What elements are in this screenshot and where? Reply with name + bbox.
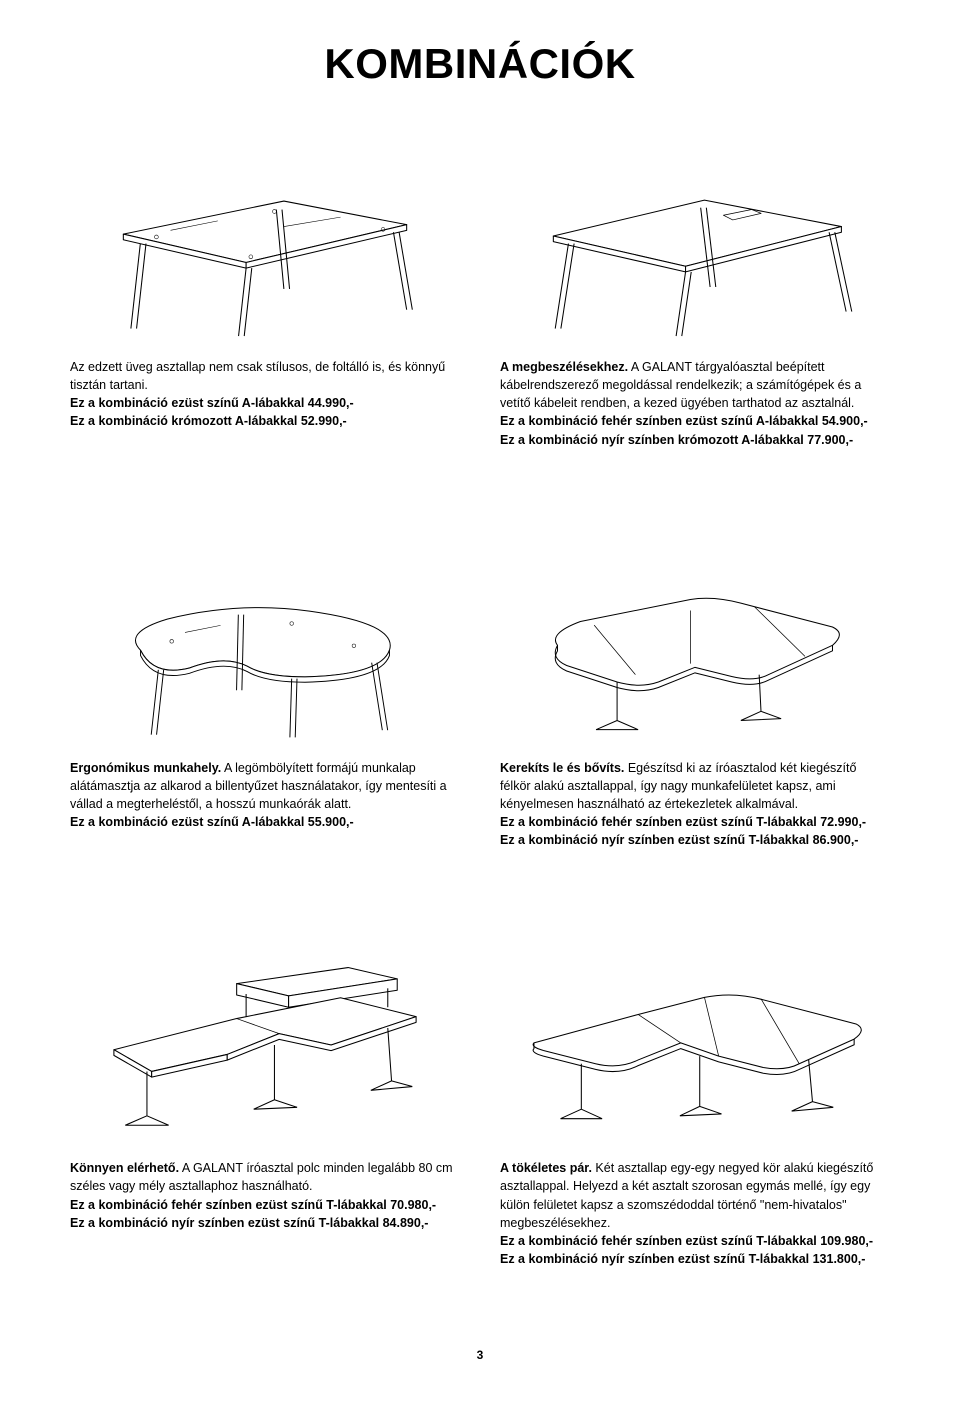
item-1: Az edzett üveg asztallap nem csak stílus… bbox=[70, 128, 460, 449]
item-3: Ergonómikus munkahely. A legömbölyített … bbox=[70, 529, 460, 850]
item-1-price2: Ez a kombináció krómozott A-lábakkal 52.… bbox=[70, 412, 460, 430]
item-4-price2: Ez a kombináció nyír színben ezüst színű… bbox=[500, 831, 890, 849]
item-4: Kerekíts le és bővíts. Egészítsd ki az í… bbox=[500, 529, 890, 850]
item-2-desc: A megbeszélésekhez. A GALANT tárgyalóasz… bbox=[500, 358, 890, 449]
row-1: Az edzett üveg asztallap nem csak stílus… bbox=[70, 128, 890, 449]
item-2-price1: Ez a kombináció fehér színben ezüst szín… bbox=[500, 412, 890, 430]
item-4-price1: Ez a kombináció fehér színben ezüst szín… bbox=[500, 813, 890, 831]
row-2: Ergonómikus munkahely. A legömbölyített … bbox=[70, 529, 890, 850]
desk-kidney-icon bbox=[70, 529, 460, 739]
item-5-desc: Könnyen elérhető. A GALANT íróasztal pol… bbox=[70, 1159, 460, 1232]
item-5-lead: Könnyen elérhető. bbox=[70, 1161, 179, 1175]
item-3-lead: Ergonómikus munkahely. bbox=[70, 761, 221, 775]
item-2-price2: Ez a kombináció nyír színben krómozott A… bbox=[500, 431, 890, 449]
item-6-price1: Ez a kombináció fehér színben ezüst szín… bbox=[500, 1232, 890, 1250]
page-title: KOMBINÁCIÓK bbox=[70, 40, 890, 88]
item-6: A tökéletes pár. Két asztallap egy-egy n… bbox=[500, 929, 890, 1268]
item-1-price1: Ez a kombináció ezüst színű A-lábakkal 4… bbox=[70, 394, 460, 412]
item-6-desc: A tökéletes pár. Két asztallap egy-egy n… bbox=[500, 1159, 890, 1268]
desk-conference-icon bbox=[500, 128, 890, 338]
item-6-lead: A tökéletes pár. bbox=[500, 1161, 592, 1175]
item-3-price1: Ez a kombináció ezüst színű A-lábakkal 5… bbox=[70, 813, 460, 831]
row-3: Könnyen elérhető. A GALANT íróasztal pol… bbox=[70, 929, 890, 1268]
item-4-lead: Kerekíts le és bővíts. bbox=[500, 761, 624, 775]
desk-glass-rect-icon bbox=[70, 128, 460, 338]
desk-rounded-corner-icon bbox=[500, 529, 890, 739]
item-5: Könnyen elérhető. A GALANT íróasztal pol… bbox=[70, 929, 460, 1268]
page-number: 3 bbox=[70, 1348, 890, 1362]
item-4-desc: Kerekíts le és bővíts. Egészítsd ki az í… bbox=[500, 759, 890, 850]
item-1-body: Az edzett üveg asztallap nem csak stílus… bbox=[70, 360, 445, 392]
item-3-desc: Ergonómikus munkahely. A legömbölyített … bbox=[70, 759, 460, 832]
item-5-price2: Ez a kombináció nyír színben ezüst színű… bbox=[70, 1214, 460, 1232]
item-5-price1: Ez a kombináció fehér színben ezüst szín… bbox=[70, 1196, 460, 1214]
item-1-desc: Az edzett üveg asztallap nem csak stílus… bbox=[70, 358, 460, 431]
item-6-price2: Ez a kombináció nyír színben ezüst színű… bbox=[500, 1250, 890, 1268]
desk-pair-quarter-icon bbox=[500, 929, 890, 1139]
desk-l-shelf-icon bbox=[70, 929, 460, 1139]
item-2: A megbeszélésekhez. A GALANT tárgyalóasz… bbox=[500, 128, 890, 449]
item-2-lead: A megbeszélésekhez. bbox=[500, 360, 628, 374]
